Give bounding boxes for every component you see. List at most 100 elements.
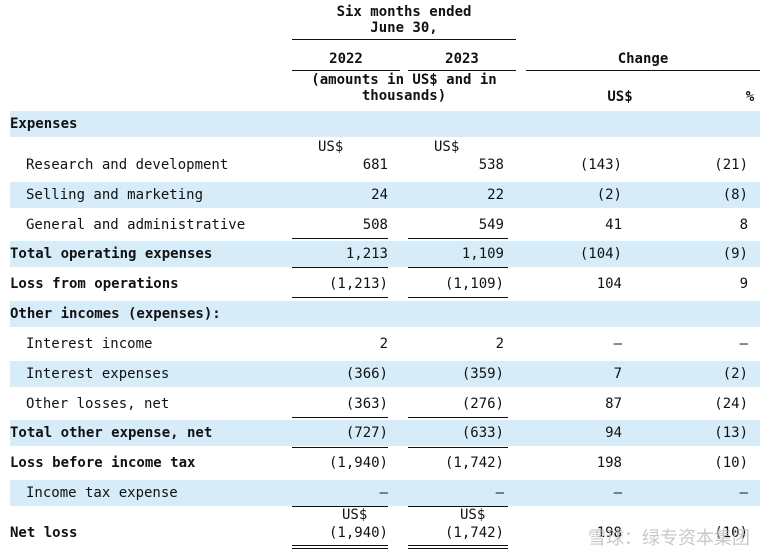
value-2022: (727) (345, 425, 388, 441)
total-other-rule-2023 (408, 447, 508, 448)
subtotal-rule-2022 (292, 238, 388, 239)
value-2023: 2 (495, 336, 504, 352)
year-2022-underline (292, 70, 400, 71)
row-other-incomes: Other incomes (expenses): (10, 301, 760, 327)
period-line-1: Six months ended (336, 4, 472, 20)
row-label: Interest income (26, 336, 153, 352)
value-2022: 681 (362, 157, 388, 173)
net-loss-currency-2022: US$ (342, 507, 368, 523)
change-usd: 104 (596, 276, 622, 292)
total-rule-2023 (408, 267, 508, 268)
net-loss-double-rule-2023-b (408, 548, 508, 549)
total-rule-2022 (292, 267, 388, 268)
other-rule-2022 (292, 417, 388, 418)
watermark: 雪球：绿专资本集团 (588, 528, 750, 549)
year-2023-underline (408, 70, 516, 71)
change-usd: — (613, 485, 622, 501)
ops-rule-2022 (292, 297, 388, 298)
row-label: Total other expense, net (10, 425, 213, 441)
change-usd: (104) (579, 246, 622, 262)
net-loss-double-rule-2022-a (292, 545, 388, 546)
row-total-operating-expenses: Total operating expenses 1,213 1,109 (10… (10, 241, 760, 267)
row-other-losses: Other losses, net (363) (276) 87 (24) (10, 391, 760, 417)
change-pct: (10) (714, 455, 748, 471)
value-2023: 549 (478, 217, 504, 233)
change-pct: (21) (714, 157, 748, 173)
amounts-line-2: thousands) (361, 88, 447, 104)
row-selling-marketing: Selling and marketing 24 22 (2) (8) (10, 182, 760, 208)
value-2023: (1,109) (444, 276, 504, 292)
other-rule-2023 (408, 417, 508, 418)
currency-symbol-2022: US$ (318, 139, 344, 155)
row-interest-expenses: Interest expenses (366) (359) 7 (2) (10, 361, 760, 387)
tax-rule-2023 (408, 506, 508, 507)
row-label: Other losses, net (26, 396, 170, 412)
row-label: Income tax expense (26, 485, 178, 501)
change-pct: (13) (714, 425, 748, 441)
row-label: Expenses (10, 116, 78, 132)
value-2023: — (495, 485, 504, 501)
value-2023: (276) (461, 396, 504, 412)
value-2023: 1,109 (461, 246, 504, 262)
ops-rule-2023 (408, 297, 508, 298)
value-2023: (359) (461, 366, 504, 382)
amounts-line-1: (amounts in US$ and in (311, 72, 497, 88)
value-2022: 2 (379, 336, 388, 352)
row-label: Total operating expenses (10, 246, 213, 262)
row-research-development: Research and development 681 538 (143) (… (10, 152, 760, 178)
value-2023: (1,742) (444, 525, 504, 541)
total-other-rule-2022 (292, 447, 388, 448)
row-label: Selling and marketing (26, 187, 204, 203)
period-header: Six months ended June 30, (292, 4, 516, 36)
change-usd: 94 (605, 425, 622, 441)
row-interest-income: Interest income 2 2 — — (10, 331, 760, 357)
change-usd: 87 (605, 396, 622, 412)
row-label: Interest expenses (26, 366, 170, 382)
amounts-note: (amounts in US$ and in thousands) (292, 72, 516, 104)
row-label: Research and development (26, 157, 229, 173)
row-label: Net loss (10, 525, 78, 541)
subtotal-rule-2023 (408, 238, 508, 239)
row-income-tax-expense: Income tax expense — — — — (10, 480, 760, 506)
change-pct-header: % (745, 89, 755, 105)
change-usd: 198 (596, 525, 622, 541)
value-2022: — (379, 485, 388, 501)
value-2022: 508 (362, 217, 388, 233)
value-2022: 24 (371, 187, 388, 203)
change-pct: (9) (722, 246, 748, 262)
change-usd-header: US$ (607, 89, 633, 105)
change-pct: (2) (722, 366, 748, 382)
value-2022: (363) (345, 396, 388, 412)
period-underline (292, 39, 516, 40)
change-header: Change (617, 51, 669, 67)
change-usd: 41 (605, 217, 622, 233)
change-usd: 198 (596, 455, 622, 471)
row-label: Other incomes (expenses): (10, 306, 221, 322)
value-2022: (1,940) (328, 455, 388, 471)
change-pct: (8) (722, 187, 748, 203)
row-loss-before-tax: Loss before income tax (1,940) (1,742) 1… (10, 450, 760, 476)
row-general-admin: General and administrative 508 549 41 8 (10, 212, 760, 238)
year-2022-header: 2022 (329, 51, 363, 67)
change-pct: (24) (714, 396, 748, 412)
value-2022: (1,213) (328, 276, 388, 292)
value-2022: (366) (345, 366, 388, 382)
row-label: Loss from operations (10, 276, 179, 292)
period-line-2: June 30, (370, 20, 438, 36)
currency-symbol-2023: US$ (434, 139, 460, 155)
change-pct: — (739, 336, 748, 352)
change-pct: 9 (739, 276, 748, 292)
change-usd: — (613, 336, 622, 352)
value-2023: (1,742) (444, 455, 504, 471)
change-usd: (143) (579, 157, 622, 173)
value-2023: 538 (478, 157, 504, 173)
change-usd: 7 (613, 366, 622, 382)
change-pct: — (739, 485, 748, 501)
row-total-other-expense: Total other expense, net (727) (633) 94 … (10, 420, 760, 446)
change-underline (526, 70, 760, 71)
row-expenses: Expenses (10, 111, 760, 137)
value-2023: 22 (487, 187, 504, 203)
row-loss-from-operations: Loss from operations (1,213) (1,109) 104… (10, 271, 760, 297)
value-2022: (1,940) (328, 525, 388, 541)
change-usd: (2) (596, 187, 622, 203)
